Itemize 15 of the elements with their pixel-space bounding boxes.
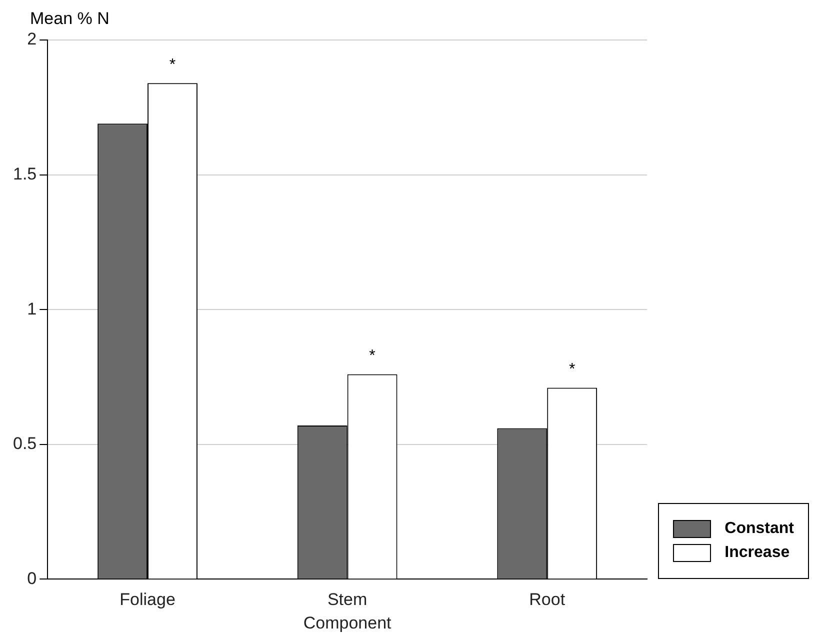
legend-label: Increase xyxy=(724,544,790,562)
y-tick-label: 0 xyxy=(27,568,37,588)
annotation: * xyxy=(369,348,376,365)
y-axis-title: Mean % N xyxy=(30,9,110,28)
x-tick-label: Root xyxy=(529,590,566,610)
annotation: * xyxy=(169,56,176,74)
legend-label: Constant xyxy=(724,520,794,538)
y-tick-label: 0.5 xyxy=(12,434,37,454)
annotation: * xyxy=(568,361,576,378)
x-axis-title: Component xyxy=(303,613,392,632)
y-tick-label: 2 xyxy=(27,30,37,49)
x-tick-label: Foliage xyxy=(120,590,176,610)
x-tick-label: Stem xyxy=(327,590,368,610)
y-tick-label: 1 xyxy=(27,299,37,318)
y-tick-label: 1.5 xyxy=(12,164,37,184)
